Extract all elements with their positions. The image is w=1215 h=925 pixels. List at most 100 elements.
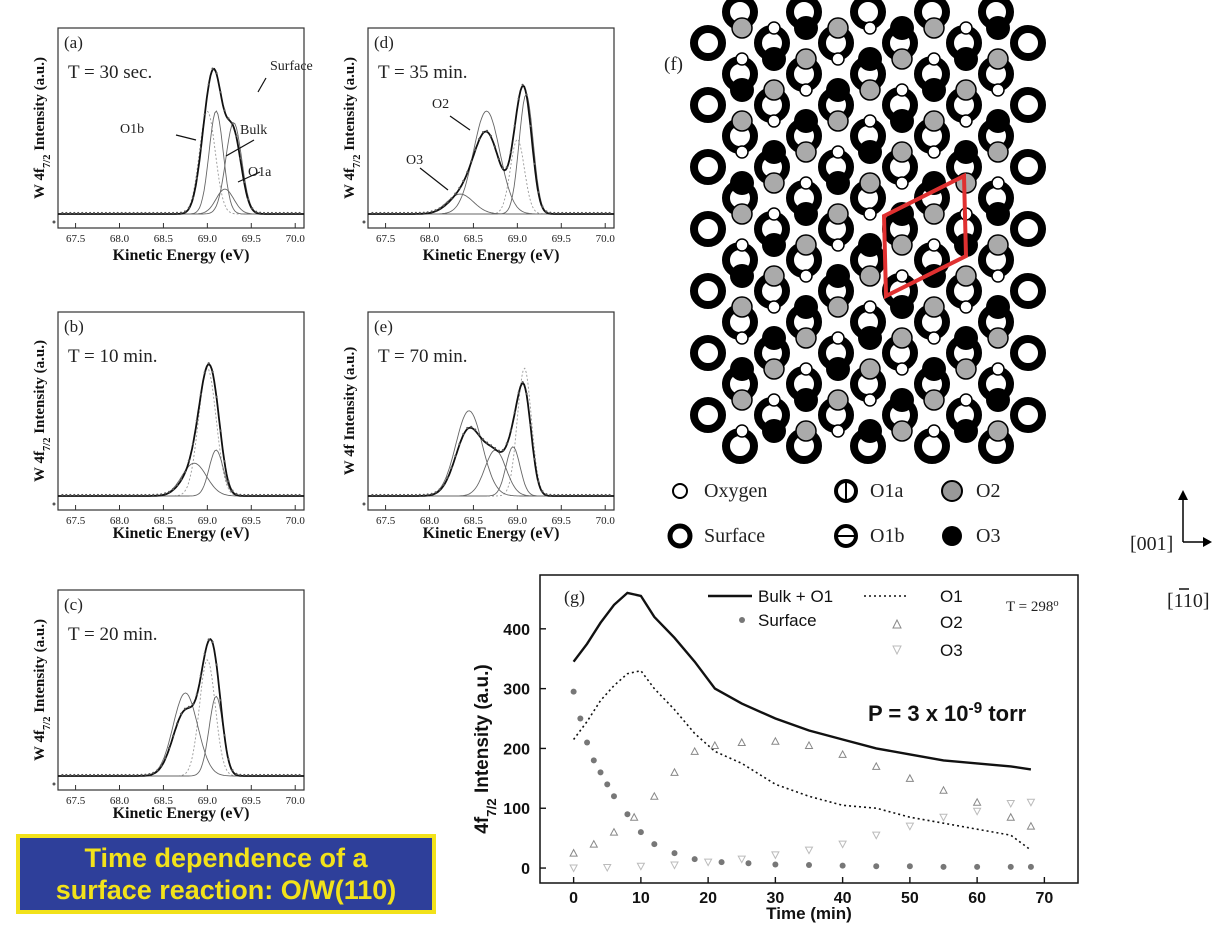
y-axis-title: 4f7/2 Intensity (a.u.) <box>472 664 499 833</box>
o3-atom <box>762 326 786 350</box>
axis-arrow-up-head <box>1178 490 1188 500</box>
oxygen-atom <box>831 52 845 66</box>
data-point <box>81 493 84 497</box>
data-point <box>235 492 238 495</box>
data-point <box>77 493 80 497</box>
o2-atom <box>795 141 817 163</box>
data-point <box>387 493 390 497</box>
lattice-legend-label: O1a <box>870 480 903 502</box>
data-point <box>454 192 457 195</box>
surface-point <box>604 781 611 788</box>
data-point <box>600 211 603 215</box>
o2-point <box>629 812 639 821</box>
data-point <box>402 493 406 497</box>
data-point <box>175 483 179 487</box>
o2-atom <box>859 358 881 380</box>
data-point <box>294 493 297 497</box>
data-point <box>227 480 230 483</box>
legend-label-o1: O1 <box>940 587 963 606</box>
surface-point <box>570 688 577 695</box>
data-point <box>183 210 187 213</box>
x-tick-label: 68.0 <box>110 233 130 245</box>
x-tick-label: 69.5 <box>242 795 262 807</box>
series-bulk-o1 <box>572 591 1032 771</box>
o2-atom <box>795 420 817 442</box>
data-point <box>207 83 210 86</box>
o2-atom <box>795 327 817 349</box>
data-point <box>156 211 159 215</box>
panel-label: (c) <box>64 595 83 614</box>
surface-atom <box>1010 273 1046 309</box>
data-point <box>128 211 131 215</box>
axis-dot <box>362 220 366 224</box>
component-peak <box>368 110 614 215</box>
o3-atom <box>730 357 754 381</box>
axis-dot <box>52 502 56 506</box>
o2-atom <box>923 389 945 411</box>
o2-atom <box>891 420 913 442</box>
data-point <box>183 707 187 710</box>
data-point <box>525 93 528 96</box>
annotation-arrow <box>175 134 197 141</box>
data-point <box>255 210 258 213</box>
peak-annotation: Bulk <box>240 123 267 138</box>
data-point <box>402 211 406 215</box>
o3-atom <box>986 109 1010 133</box>
data-point <box>89 493 92 497</box>
surface-point <box>651 841 658 848</box>
o2-point <box>609 827 619 836</box>
data-point <box>128 493 131 497</box>
data-point <box>235 134 238 137</box>
surface-point <box>839 862 846 869</box>
data-point <box>294 211 297 215</box>
data-point <box>148 493 151 497</box>
o2-atom <box>955 265 977 287</box>
data-point <box>65 211 68 215</box>
data-point <box>195 419 198 422</box>
surface-atom <box>1010 87 1046 123</box>
panel-label: (f) <box>664 54 683 75</box>
data-point <box>116 211 119 215</box>
data-point <box>152 771 155 774</box>
x-tick-label: 69.5 <box>552 515 572 527</box>
x-tick-label: 69.0 <box>198 515 218 527</box>
o2-point <box>710 740 720 749</box>
o2-icon <box>941 480 963 502</box>
o3-point <box>972 807 982 816</box>
data-point <box>183 470 187 473</box>
data-point <box>160 764 163 767</box>
data-point <box>371 493 374 497</box>
data-point <box>239 493 242 496</box>
x-tick-label: 70.0 <box>596 515 616 527</box>
x-tick-label: 40 <box>834 890 852 907</box>
data-point <box>187 459 190 462</box>
data-point <box>187 705 190 709</box>
o3-icon <box>942 526 962 546</box>
data-point <box>156 493 159 496</box>
data-point <box>379 211 382 215</box>
data-point <box>270 773 273 777</box>
o3-atom <box>890 16 914 40</box>
o2-atom <box>987 48 1009 70</box>
data-point <box>596 211 599 215</box>
data-point <box>604 493 607 497</box>
oxygen-atom <box>927 331 941 345</box>
data-point <box>485 441 489 444</box>
data-point <box>112 211 115 215</box>
data-point <box>290 211 293 215</box>
data-point <box>136 493 139 497</box>
data-point <box>100 773 103 777</box>
data-point <box>430 492 433 495</box>
surface-atom <box>1010 335 1046 371</box>
data-point <box>474 428 477 431</box>
data-point <box>262 493 266 497</box>
data-point <box>89 773 92 777</box>
data-point <box>168 490 171 493</box>
lattice-panel: (f) Oxygen O1a O2 Surface O1b O3 [001] [110] <box>664 0 1212 612</box>
data-point <box>561 493 564 497</box>
o2-point <box>649 791 659 800</box>
data-point <box>69 773 72 777</box>
lattice-legend-label: O1b <box>870 525 904 547</box>
data-point <box>223 109 226 112</box>
o2-atom <box>891 327 913 349</box>
